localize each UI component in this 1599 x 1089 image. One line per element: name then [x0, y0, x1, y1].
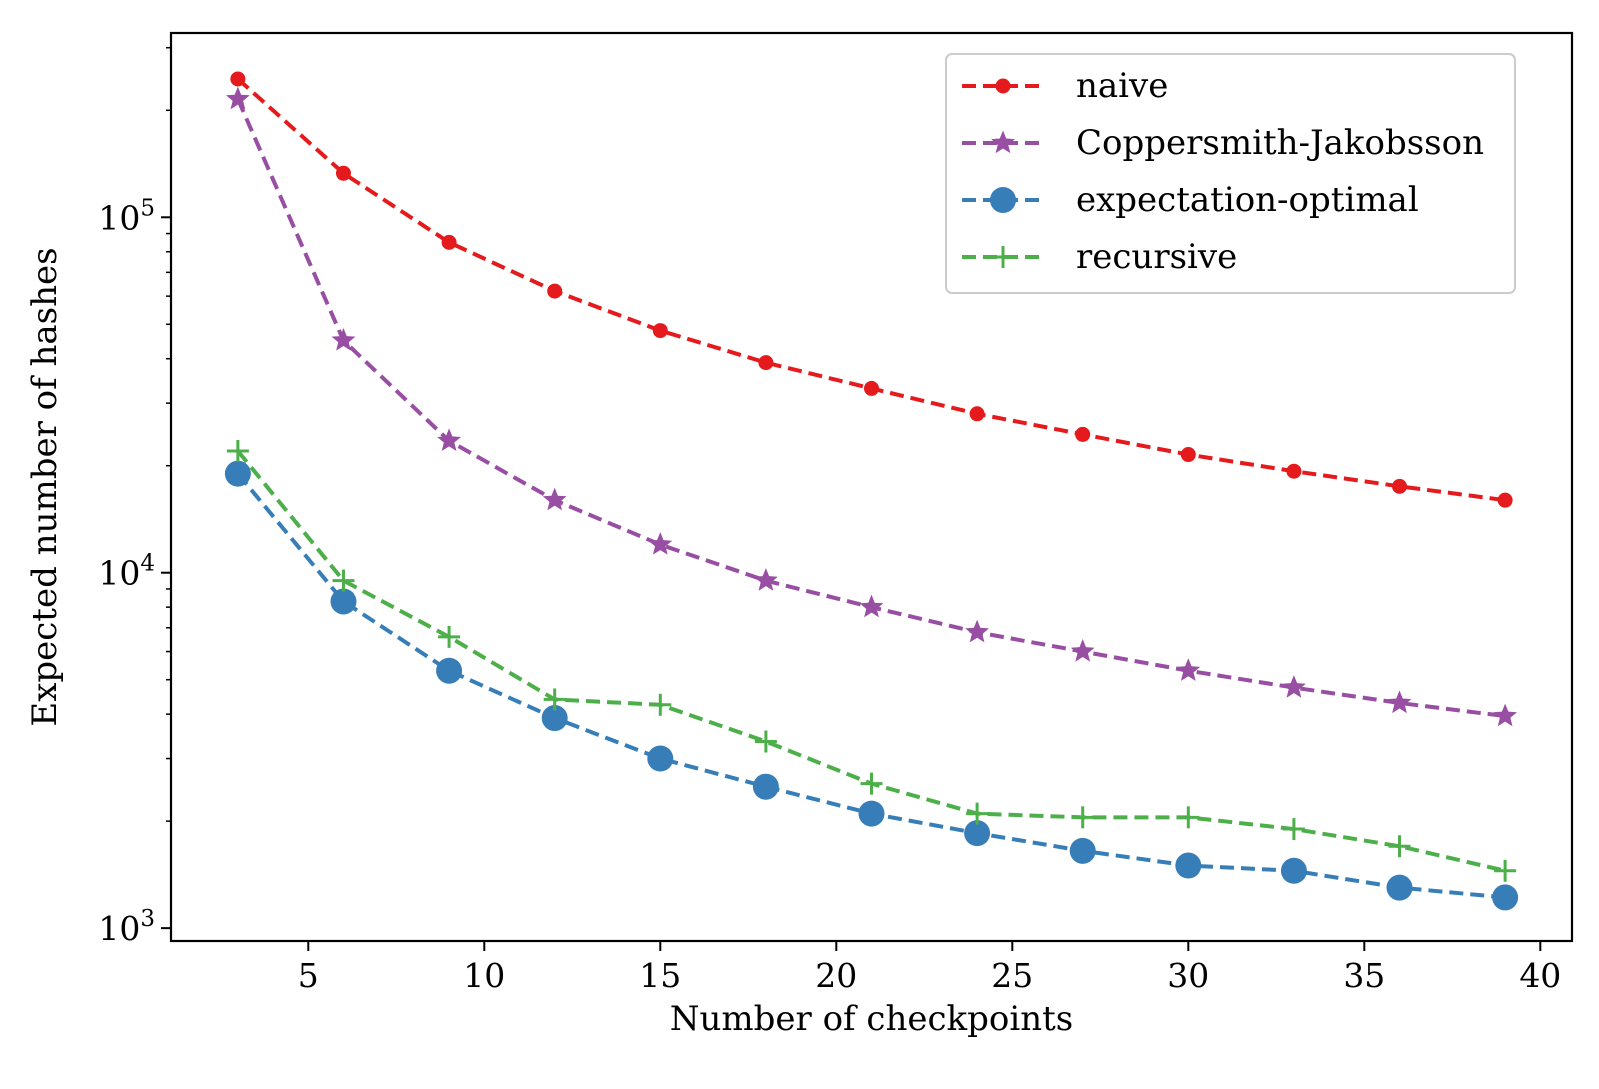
legend: naive Coppersmith-Jakobsson expectation-op…	[945, 53, 1516, 294]
legend-box	[945, 53, 1516, 294]
y-tick-label: 104	[98, 551, 155, 593]
data-point-expectation-optimal	[752, 773, 779, 800]
y-tick-label: 105	[98, 195, 155, 237]
legend-item-recursive: recursive	[962, 237, 1237, 277]
data-point-expectation-optimal	[1280, 857, 1307, 884]
data-point-expectation-optimal	[858, 800, 885, 827]
data-point-naive	[969, 406, 985, 422]
x-tick-label: 35	[1343, 956, 1385, 995]
data-point-expectation-optimal	[1069, 837, 1096, 864]
data-point-recursive	[1282, 818, 1305, 841]
data-point-expectation-optimal	[224, 460, 251, 487]
data-point-naive	[1497, 492, 1513, 508]
x-tick-label: 15	[639, 956, 681, 995]
x-axis-label: Number of checkpoints	[670, 999, 1074, 1039]
x-tick-label: 20	[815, 956, 857, 995]
data-point-naive	[1180, 447, 1196, 463]
data-point-recursive	[332, 569, 355, 592]
data-point-naive	[1286, 463, 1302, 479]
legend-label: naive	[1076, 66, 1168, 106]
data-point-coppersmith-jakobsson	[648, 532, 673, 555]
legend-marker	[991, 130, 1015, 154]
y-axis-label: Expected number of hashes	[25, 247, 65, 726]
data-point-expectation-optimal	[330, 588, 357, 615]
legend-marker	[992, 246, 1014, 268]
data-point-recursive	[1494, 859, 1517, 882]
data-point-recursive	[1071, 806, 1094, 829]
data-point-naive	[230, 71, 246, 87]
legend-label: expectation-optimal	[1076, 180, 1419, 220]
data-point-recursive	[543, 688, 566, 711]
data-point-coppersmith-jakobsson	[331, 328, 356, 351]
data-point-naive	[441, 234, 457, 250]
data-point-coppersmith-jakobsson	[225, 86, 250, 110]
data-point-coppersmith-jakobsson	[542, 487, 567, 511]
data-point-expectation-optimal	[436, 657, 463, 684]
data-point-coppersmith-jakobsson	[1176, 658, 1201, 681]
x-tick-label: 5	[298, 956, 319, 995]
data-point-recursive	[966, 802, 989, 825]
series-naive	[230, 71, 1513, 508]
x-axis: 5 10 15 20 25 30 35 40	[298, 941, 1561, 995]
series-recursive	[226, 440, 1517, 882]
data-point-expectation-optimal	[964, 820, 991, 847]
data-point-coppersmith-jakobsson	[859, 594, 884, 618]
data-point-recursive	[649, 693, 672, 716]
series-layer	[224, 71, 1519, 911]
y-axis: 103 104 105	[98, 46, 171, 948]
data-point-coppersmith-jakobsson	[1282, 675, 1306, 698]
legend-label: recursive	[1076, 237, 1237, 277]
data-point-recursive	[226, 440, 249, 463]
data-point-naive	[758, 355, 774, 371]
data-point-expectation-optimal	[647, 745, 674, 772]
data-point-expectation-optimal	[1175, 852, 1202, 879]
legend-label: Coppersmith-Jakobsson	[1076, 123, 1484, 163]
data-point-recursive	[438, 625, 461, 648]
data-point-coppersmith-jakobsson	[437, 428, 461, 451]
data-point-naive	[864, 380, 879, 396]
series-expectation-optimal	[224, 460, 1519, 911]
data-point-coppersmith-jakobsson	[965, 619, 989, 643]
data-point-recursive	[860, 772, 883, 795]
x-tick-label: 40	[1519, 956, 1561, 995]
data-point-naive	[652, 323, 668, 339]
data-point-expectation-optimal	[1386, 874, 1413, 901]
data-point-naive	[1392, 478, 1408, 494]
data-point-recursive	[1388, 835, 1411, 858]
data-point-coppersmith-jakobsson	[754, 568, 778, 591]
legend-marker	[990, 187, 1016, 213]
y-tick-label: 103	[98, 906, 155, 948]
data-point-coppersmith-jakobsson	[1387, 690, 1412, 714]
legend-item-coppersmith-jakobsson: Coppersmith-Jakobsson	[962, 123, 1484, 163]
data-point-coppersmith-jakobsson	[1070, 639, 1095, 662]
legend-item-naive: naive	[962, 66, 1168, 106]
data-point-recursive	[1177, 806, 1200, 829]
data-point-naive	[1075, 426, 1091, 442]
legend-item-expectation-optimal: expectation-optimal	[962, 180, 1419, 220]
x-tick-label: 10	[463, 956, 505, 995]
legend-marker	[995, 78, 1011, 94]
data-point-expectation-optimal	[1492, 884, 1519, 911]
data-point-coppersmith-jakobsson	[1493, 703, 1518, 727]
x-tick-label: 25	[991, 956, 1033, 995]
x-tick-label: 30	[1167, 956, 1209, 995]
series-coppersmith-jakobsson	[225, 86, 1518, 727]
data-point-naive	[335, 165, 351, 181]
data-point-naive	[547, 283, 563, 299]
plot-frame	[169, 31, 1574, 943]
data-point-recursive	[754, 730, 777, 753]
data-point-expectation-optimal	[541, 705, 568, 732]
